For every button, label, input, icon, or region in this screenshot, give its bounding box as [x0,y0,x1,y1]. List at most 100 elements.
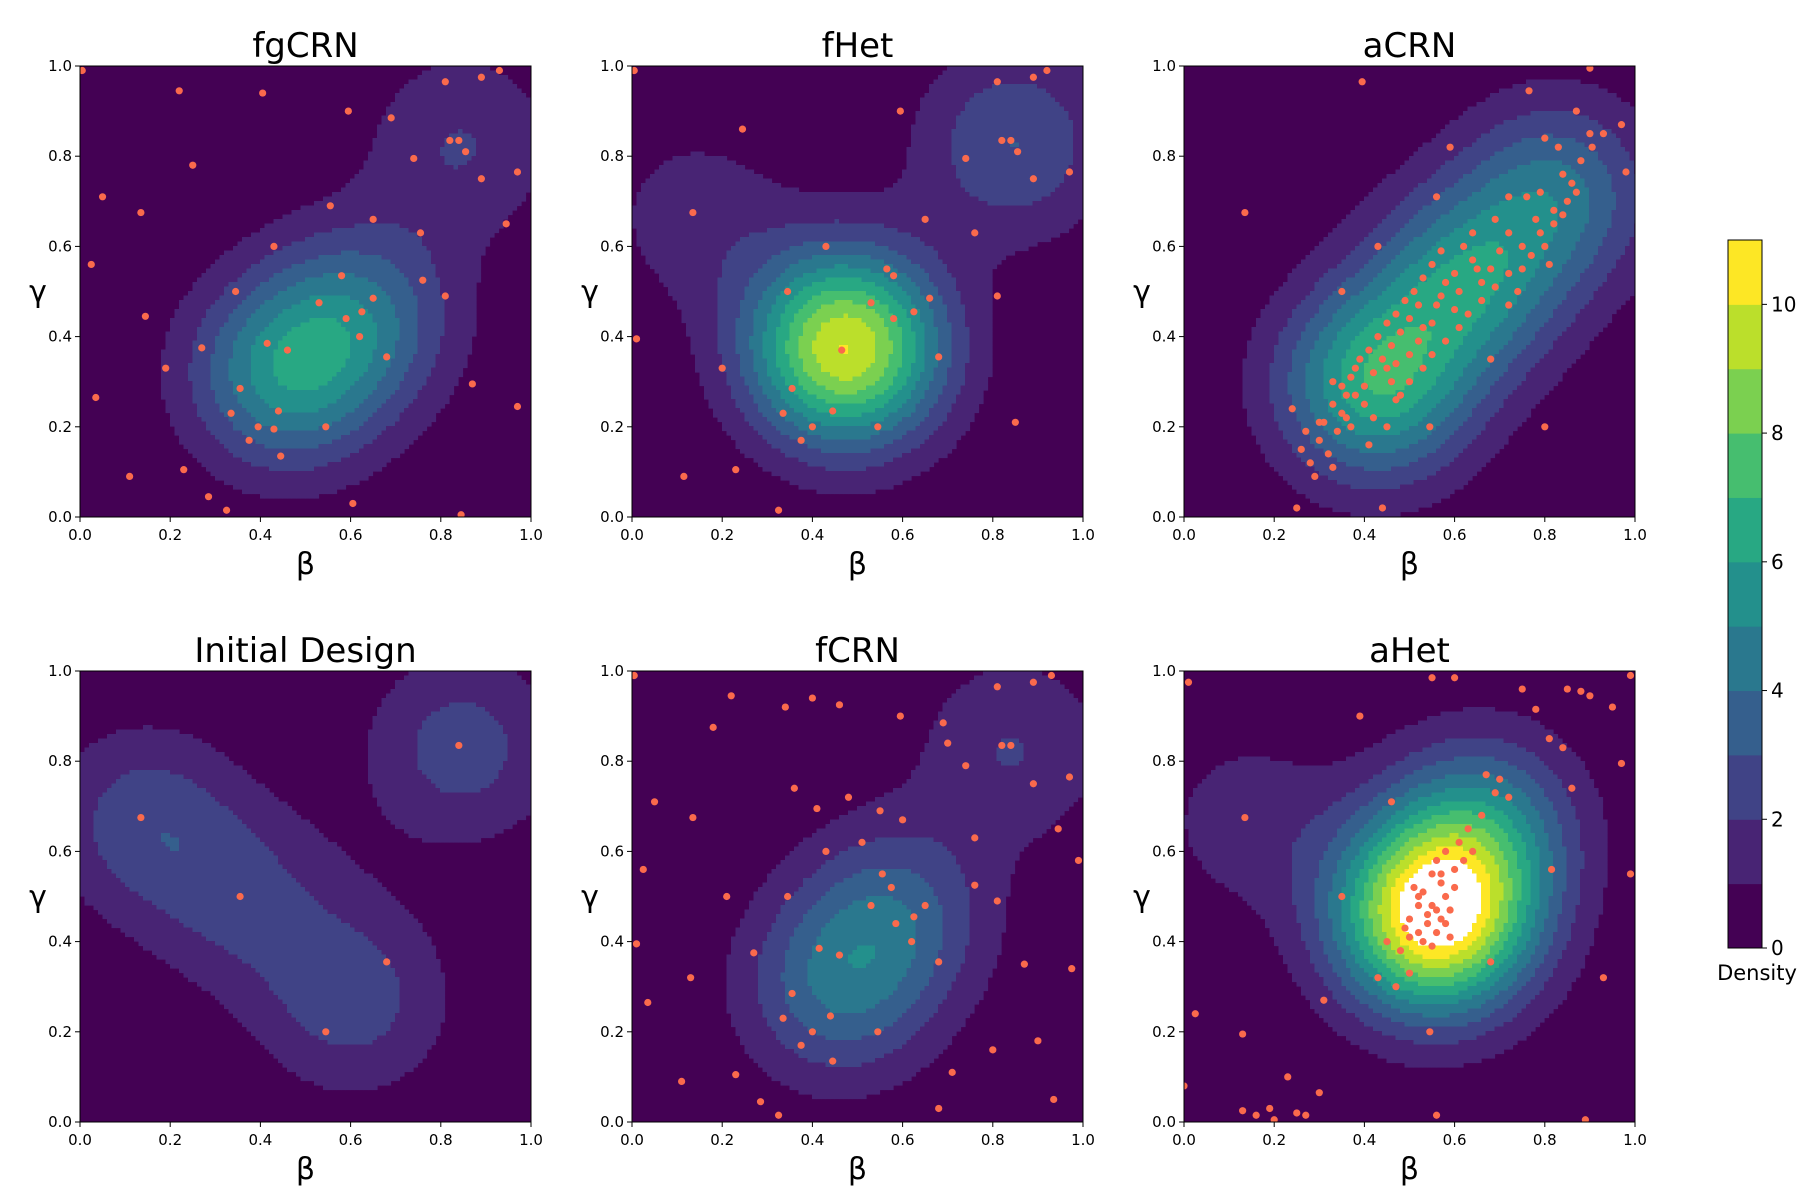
y-axis-label: γ [581,880,599,915]
colorbar-segment [1728,240,1762,305]
scatter-point [844,793,853,801]
x-tick-label: 0.6 [339,526,363,544]
scatter-point [245,436,253,444]
scatter-point [921,901,929,910]
colorbar-segment [1728,433,1762,498]
scatter-point [1011,418,1019,426]
scatter-point [1460,856,1468,865]
scatter-point [1622,168,1630,176]
scatter-point [756,1098,765,1106]
scatter-point [1239,1030,1247,1038]
scatter-point [1523,193,1531,201]
scatter-point [1029,73,1037,81]
scatter-point [835,951,844,959]
scatter-point [1437,870,1445,878]
scatter-point [1428,260,1436,269]
x-tick-label: 0.4 [800,1131,824,1149]
scatter-point [1401,296,1409,305]
scatter-point [883,265,891,273]
panel-title: Initial Design [194,631,416,671]
scatter-point [993,78,1001,86]
scatter-point [1532,215,1540,223]
y-tick-label: 0.0 [600,508,624,526]
scatter-point [1311,472,1319,481]
scatter-point [1392,310,1400,318]
scatter-point [502,220,510,228]
scatter-point [1608,703,1617,711]
x-axis-label: β [1400,1152,1419,1187]
scatter-point [815,944,823,952]
scatter-point [1374,974,1382,982]
scatter-point [231,287,240,296]
scatter-point [738,125,747,133]
scatter-point [887,883,895,892]
x-tick-label: 1.0 [519,526,543,544]
y-tick-label: 1.0 [600,662,624,680]
density-contours [1184,671,1635,1122]
scatter-point [1392,983,1400,991]
scatter-point [455,741,463,750]
scatter-point [1342,391,1350,399]
scatter-point [935,353,943,361]
scatter-point [1306,459,1314,467]
scatter-point [788,989,796,998]
scatter-point [732,1071,740,1079]
scatter-point [1383,423,1391,431]
scatter-point [1014,148,1022,156]
scatter-point [908,938,916,946]
scatter-point [779,1014,787,1022]
density-contours [80,66,531,517]
y-tick-label: 0.6 [1152,237,1176,255]
scatter-point [1545,260,1553,269]
scatter-point [1338,382,1346,390]
scatter-point [1437,915,1445,923]
scatter-point [1423,919,1432,928]
x-tick-label: 0.8 [1533,526,1557,544]
panel-1: 0.0 0.2 0.4 0.6 0.8 1.0 0.0 0.2 0.4 0.6 0.8 1.0 fgCR… [29,26,543,582]
scatter-point [1383,364,1391,372]
y-tick-label: 1.0 [1152,662,1176,680]
y-axis-label: γ [581,275,599,310]
y-tick-label: 0.8 [1152,752,1176,770]
scatter-point [1455,287,1463,296]
scatter-point [1482,771,1490,779]
scatter-point [1293,1109,1301,1117]
scatter-point [1342,414,1350,422]
x-axis-label: β [296,1152,315,1187]
scatter-point [948,1068,956,1076]
scatter-point [1054,825,1062,833]
scatter-point [204,493,213,501]
scatter-point [896,712,904,720]
scatter-point [137,813,145,822]
scatter-point [1414,337,1423,345]
scatter-point [1184,1082,1188,1090]
scatter-point [1405,969,1414,977]
scatter-point [1074,856,1083,865]
scatter-point [1451,674,1459,682]
y-tick-label: 0.4 [600,933,624,951]
scatter-point [1383,319,1391,327]
scatter-point [1428,942,1436,950]
panel-4: 0.0 0.2 0.4 0.6 0.8 1.0 0.0 0.2 0.4 0.6 0.8 1.0 Init… [29,631,543,1187]
scatter-point [935,958,943,966]
x-tick-label: 0.8 [981,1131,1005,1149]
scatter-point [342,314,350,323]
x-tick-label: 0.0 [1172,1131,1196,1149]
scatter-point [1396,947,1405,955]
panel-title: fCRN [815,631,900,671]
scatter-point [1419,938,1427,946]
scatter-point [162,364,170,372]
scatter-point [1554,143,1562,151]
scatter-point [416,229,425,237]
scatter-point [632,335,641,343]
x-tick-label: 0.0 [620,526,644,544]
scatter-point [1487,355,1495,363]
scatter-point [1029,678,1037,686]
scatter-point [678,1077,686,1086]
axes-frame [79,65,532,518]
scatter-point [962,154,970,163]
scatter-point [826,1012,835,1020]
scatter-point [1541,134,1549,142]
scatter-point [1491,215,1499,223]
